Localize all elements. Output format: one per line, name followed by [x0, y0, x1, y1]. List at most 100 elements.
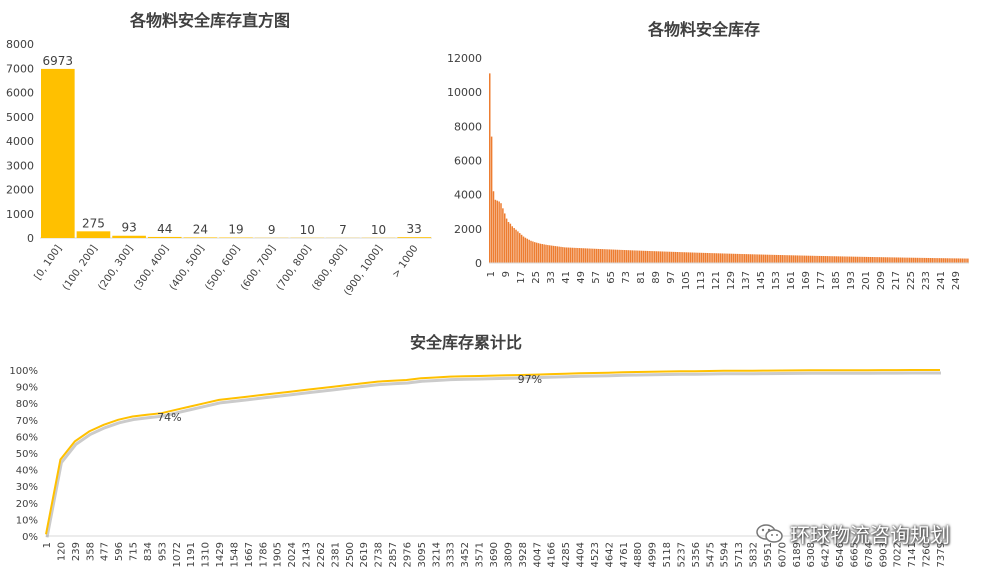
stock-bar	[946, 258, 948, 263]
stock-bar	[575, 247, 577, 263]
stock-bar	[695, 252, 697, 263]
stock-bar	[759, 254, 761, 263]
stock-bar	[530, 240, 532, 263]
stock-bar	[654, 251, 656, 263]
stock-bar	[854, 256, 857, 263]
y-tick-label: 8000	[6, 38, 34, 51]
stock-bar	[837, 256, 840, 263]
stock-bar	[541, 244, 543, 263]
stock-bar	[805, 255, 808, 263]
stock-bar	[629, 250, 632, 263]
stock-bar	[528, 239, 530, 263]
stock-bar	[680, 252, 682, 263]
stock-bar	[631, 250, 633, 263]
stock-bar	[715, 253, 718, 263]
stock-bar	[522, 236, 525, 263]
data-label: 97%	[518, 373, 542, 386]
stock-bar	[691, 252, 693, 263]
stock-bar	[955, 258, 958, 263]
histogram-bar	[147, 236, 182, 238]
stock-bar	[916, 257, 918, 263]
stock-chart-title: 各物料安全库存	[648, 20, 761, 39]
bar-data-label: 6973	[43, 54, 74, 68]
x-tick-label: 2500	[345, 542, 356, 567]
stock-bar	[841, 256, 843, 263]
stock-bar	[562, 247, 564, 263]
stock-bar	[871, 257, 873, 263]
stock-bar	[957, 258, 960, 263]
x-tick-label: 2857	[388, 542, 399, 567]
stock-bar	[764, 254, 767, 263]
x-tick-label: 2262	[316, 542, 327, 567]
y-tick-label: 6000	[6, 87, 34, 100]
watermark: 环球物流咨询规划	[756, 519, 950, 548]
x-tick-label: 1548	[229, 542, 240, 567]
stock-bar	[537, 243, 540, 263]
stock-bar	[790, 255, 793, 263]
x-tick-label: 7379	[936, 542, 947, 567]
x-tick-label: 2381	[330, 542, 341, 567]
stock-bar	[734, 253, 737, 263]
stock-bar	[781, 255, 783, 263]
x-tick-label: 2024	[287, 542, 298, 567]
x-tick-label: 4523	[590, 542, 601, 567]
stock-bar	[914, 257, 917, 263]
stock-bar	[511, 226, 513, 263]
x-tick-label: 6903	[878, 542, 889, 567]
stock-bar	[685, 252, 688, 263]
stock-bar	[552, 245, 555, 263]
stock-bar	[862, 256, 864, 263]
stock-bar	[607, 249, 609, 263]
stock-bar	[599, 249, 602, 263]
x-tick-label: 5951	[763, 542, 774, 567]
bar-data-label: 10	[300, 223, 315, 237]
stock-bar	[699, 252, 701, 263]
stock-bar	[609, 249, 611, 263]
bar-data-label: 33	[407, 222, 422, 236]
cumulative-line-shadow	[45, 371, 941, 538]
stock-bar	[498, 201, 500, 263]
stock-bar	[714, 253, 716, 263]
stock-bar	[744, 254, 746, 263]
x-tick-label: 57	[591, 271, 602, 284]
stock-bar	[813, 255, 815, 263]
stock-bar	[663, 251, 665, 263]
stock-bar	[622, 249, 624, 263]
stock-bar	[693, 252, 695, 263]
stock-bar	[520, 234, 523, 263]
stock-bar	[594, 248, 596, 263]
stock-bar	[646, 250, 648, 263]
stock-bar	[884, 257, 887, 263]
stock-bar	[742, 254, 744, 263]
stock-bar	[603, 249, 605, 263]
x-tick-label: 233	[921, 271, 932, 290]
stock-bar	[672, 251, 675, 263]
stock-bar	[507, 222, 510, 263]
x-tick-label: 153	[771, 271, 782, 290]
stock-bar	[620, 249, 622, 263]
stock-bar	[933, 258, 935, 263]
y-tick-label: 4000	[454, 189, 482, 202]
x-tick-label: 6189	[792, 542, 803, 567]
stock-bar	[580, 248, 583, 263]
bar-data-label: 44	[157, 222, 172, 236]
stock-bar	[757, 254, 759, 263]
stock-bar	[804, 255, 806, 263]
stock-bar	[875, 257, 877, 263]
y-tick-label: 90%	[16, 383, 38, 394]
x-tick-label: 3571	[475, 542, 486, 567]
stock-bar	[648, 250, 650, 263]
stock-bar	[860, 256, 862, 263]
stock-bar	[882, 257, 885, 263]
stock-bar	[678, 252, 680, 263]
y-tick-label: 50%	[16, 449, 38, 460]
stock-bar	[605, 249, 607, 263]
stock-bar	[828, 256, 830, 263]
stock-bar	[549, 245, 551, 263]
x-tick-label: 73	[621, 271, 632, 284]
x-tick-label: 953	[157, 542, 168, 561]
stock-bar	[502, 208, 504, 263]
stock-bar	[509, 223, 512, 263]
x-tick-label: 25	[531, 271, 542, 284]
x-tick-label: 3333	[446, 542, 457, 567]
